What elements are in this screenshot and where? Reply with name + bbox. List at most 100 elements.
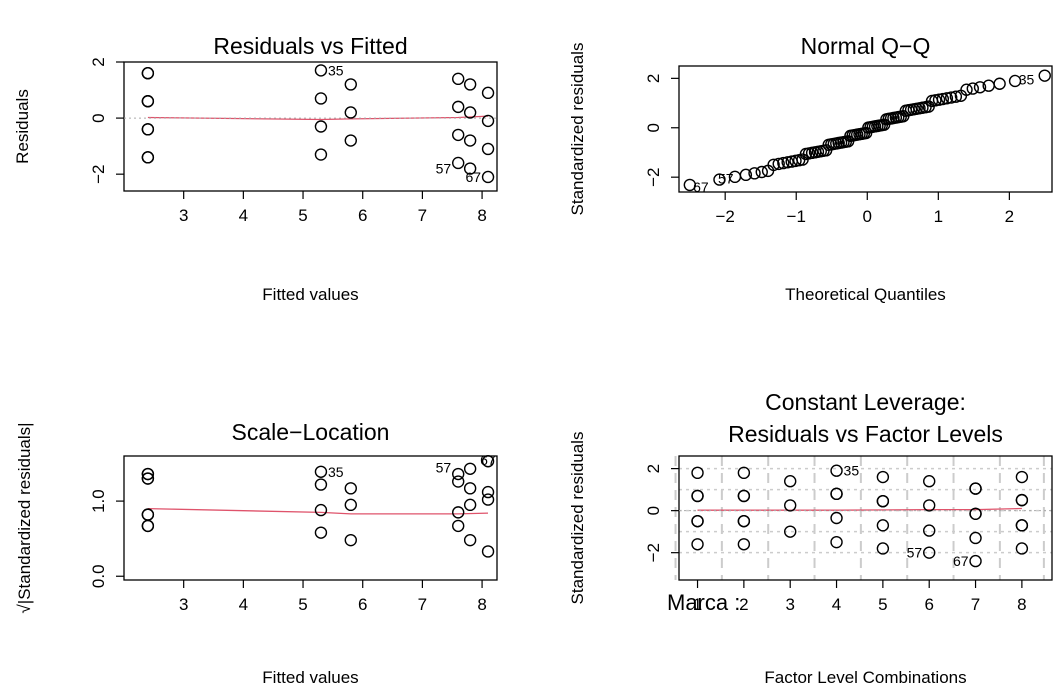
data-point — [463, 462, 477, 475]
data-point — [993, 77, 1006, 90]
data-point — [452, 519, 465, 533]
data-point — [344, 134, 357, 147]
y-tick-label: 0 — [89, 113, 108, 122]
y-axis-label: √|Standardized residuals| — [15, 422, 34, 613]
x-tick-label: 7 — [418, 206, 427, 225]
data-point — [830, 487, 843, 501]
y-tick-label: 2 — [644, 464, 663, 473]
data-point — [481, 86, 495, 100]
data-point — [141, 472, 155, 485]
data-point — [781, 156, 794, 169]
data-point — [463, 78, 477, 91]
data-point — [1015, 519, 1029, 532]
data-point — [481, 455, 495, 468]
data-point — [830, 464, 843, 477]
data-point — [463, 482, 477, 495]
data-point — [314, 148, 328, 161]
data-point — [314, 478, 328, 491]
point-label: 67 — [953, 553, 969, 569]
x-tick-label: 4 — [239, 206, 248, 225]
panel-qq: −2 −1 0 1 2 −2 0 2 Normal Q−Q Theoretical Quantil… — [568, 33, 1053, 304]
data-point — [314, 465, 328, 478]
data-point — [691, 514, 704, 528]
data-point — [739, 168, 753, 182]
x-tick-label: 5 — [298, 595, 307, 614]
x-tick-label: −1 — [787, 207, 806, 226]
data-point — [452, 100, 465, 114]
x-tick-label: 6 — [924, 595, 933, 614]
x-tick-label: 4 — [239, 595, 248, 614]
data-point — [452, 156, 465, 170]
data-point — [923, 475, 936, 488]
data-point — [463, 533, 477, 547]
x-tick-label: 2 — [1005, 207, 1014, 226]
x-axis-label: Fitted values — [262, 285, 358, 304]
data-point — [481, 485, 495, 499]
data-point — [452, 506, 465, 519]
data-point — [936, 92, 950, 106]
x-tick-label: −2 — [715, 207, 734, 226]
data-point — [1015, 470, 1029, 484]
point-label: 35 — [328, 464, 344, 480]
data-point — [966, 82, 979, 95]
data-point — [314, 64, 328, 77]
data-point — [1015, 493, 1029, 507]
data-point — [344, 533, 357, 547]
data-point — [452, 128, 465, 142]
data-point — [767, 158, 780, 172]
y-tick-label: −2 — [89, 164, 108, 183]
data-point — [344, 78, 357, 91]
data-point — [737, 538, 751, 551]
point-label: 67 — [480, 452, 496, 468]
data-point — [481, 142, 495, 156]
y-tick-label: −2 — [644, 543, 663, 562]
data-point — [344, 482, 357, 495]
x-tick-label: 6 — [358, 206, 367, 225]
data-point — [969, 554, 982, 568]
data-point — [481, 493, 495, 506]
data-point — [141, 123, 155, 136]
data-point — [830, 535, 843, 549]
x-tick-label: 6 — [358, 595, 367, 614]
x-axis-label: Theoretical Quantiles — [785, 285, 946, 304]
data-point — [960, 83, 973, 96]
chart-title: Residuals vs Fitted — [213, 33, 407, 59]
chart-title: Constant Leverage: — [765, 389, 966, 415]
y-tick-label: 0.0 — [89, 564, 108, 588]
chart-subtitle: Residuals vs Factor Levels — [728, 421, 1003, 447]
data-point — [777, 156, 790, 170]
x-tick-label: 4 — [832, 595, 841, 614]
x-tick-label: 7 — [418, 595, 427, 614]
data-point — [481, 545, 495, 558]
point-label: 57 — [436, 161, 452, 177]
data-point — [314, 120, 328, 133]
data-point — [344, 106, 357, 119]
data-point — [1015, 542, 1029, 555]
data-point — [784, 475, 797, 488]
x-tick-label: 2 — [739, 595, 748, 614]
chart-title: Normal Q−Q — [801, 33, 931, 59]
data-point — [949, 90, 963, 103]
data-point — [784, 499, 797, 512]
data-point — [463, 162, 477, 175]
data-point — [314, 92, 328, 105]
x-tick-label: 5 — [878, 595, 887, 614]
x-tick-label: 3 — [179, 595, 188, 614]
data-point — [691, 538, 704, 551]
plot-frame — [678, 455, 1053, 581]
plot-frame — [123, 61, 498, 192]
x-tick-label: 7 — [971, 595, 980, 614]
data-point — [683, 178, 697, 192]
plot-frame — [123, 455, 498, 581]
data-point — [940, 92, 954, 105]
data-point — [1038, 69, 1051, 82]
data-point — [1008, 74, 1022, 88]
data-point — [141, 95, 155, 108]
data-point — [314, 503, 328, 517]
data-point — [945, 91, 958, 104]
y-tick-label: 0 — [644, 506, 663, 515]
data-point — [973, 81, 987, 94]
